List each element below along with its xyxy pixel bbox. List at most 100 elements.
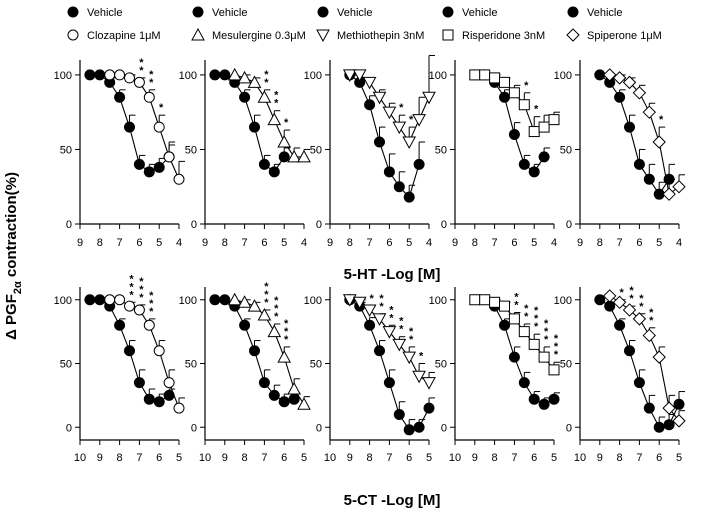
data-point [104, 294, 116, 306]
data-point [257, 90, 272, 103]
x-tick-label: 5 [531, 237, 537, 249]
x-tick-label: 6 [636, 237, 642, 249]
data-point [518, 99, 530, 111]
x-tick-label: 9 [327, 237, 333, 249]
data-point [239, 91, 251, 103]
series-vehicle [594, 69, 676, 200]
series-drug: ************* [469, 292, 560, 376]
x-tick-label: 8 [472, 237, 478, 249]
legend-marker-vehicle [567, 6, 579, 18]
data-point [267, 324, 282, 338]
data-point [528, 166, 540, 178]
data-point [403, 424, 415, 436]
significance-star: * [274, 98, 279, 110]
significance-star: * [264, 297, 269, 309]
x-tick-label: 4 [551, 237, 557, 249]
y-tick-label: 50 [310, 359, 322, 371]
significance-star: * [524, 303, 529, 315]
x-tick-label: 6 [136, 237, 142, 249]
x-tick-label: 7 [492, 237, 498, 249]
data-point [528, 338, 540, 350]
data-point [114, 69, 126, 81]
x-tick-label: 7 [511, 452, 517, 464]
data-point [104, 69, 116, 81]
x-tick-label: 6 [656, 452, 662, 464]
significance-star: * [369, 293, 374, 305]
series-line [234, 74, 304, 158]
data-point [672, 180, 686, 194]
legend-label-drug: Risperidone 3nM [462, 30, 545, 42]
y-tick-label: 50 [185, 144, 197, 156]
data-point [508, 129, 520, 141]
data-point [247, 299, 262, 312]
x-tick-label: 5 [301, 452, 307, 464]
significance-star: * [409, 334, 414, 346]
legend-label-vehicle: Vehicle [212, 7, 247, 19]
x-tick-label: 4 [426, 237, 432, 249]
data-point [342, 69, 357, 82]
data-point [413, 158, 425, 170]
y-tick-label: 100 [554, 295, 572, 307]
data-point [342, 294, 357, 307]
y-tick-label: 50 [185, 359, 197, 371]
x-tick-label: 7 [367, 237, 373, 249]
significance-star: * [139, 65, 144, 77]
data-point [594, 294, 606, 306]
x-tick-label: 9 [97, 452, 103, 464]
significance-mark: *** [129, 273, 134, 301]
data-point [209, 69, 221, 81]
x-tick-label: 8 [222, 237, 228, 249]
data-point [622, 75, 637, 90]
data-point [403, 191, 415, 203]
legend-label-drug: Spiperone 1μM [587, 30, 662, 42]
data-point [94, 294, 106, 306]
x-tick-label: 9 [202, 237, 208, 249]
significance-star: * [149, 77, 154, 89]
significance-star: * [419, 351, 424, 363]
significance-star: * [524, 311, 529, 323]
data-point [257, 308, 272, 321]
x-tick-label: 10 [74, 452, 86, 464]
significance-star: * [629, 293, 634, 305]
significance-star: * [534, 305, 539, 317]
x-tick-label: 9 [77, 237, 83, 249]
significance-mark: *** [149, 290, 154, 318]
data-point [362, 76, 377, 90]
significance-mark: ** [649, 307, 654, 327]
data-point [268, 166, 280, 178]
data-point [163, 151, 175, 163]
data-point [277, 134, 292, 148]
y-tick-label: 100 [179, 295, 197, 307]
significance-star: * [534, 321, 539, 333]
significance-star: * [159, 102, 164, 114]
y-axis-label-main: Δ PGF [3, 294, 20, 340]
legend-1: Vehicle Mesulergine 0.3μM [191, 6, 306, 42]
significance-mark: ** [139, 57, 144, 77]
x-tick-label: 5 [426, 452, 432, 464]
data-point [469, 294, 481, 306]
data-point [422, 91, 436, 105]
data-point [538, 121, 550, 133]
data-point [624, 121, 635, 133]
legend-label-drug: Mesulergine 0.3μM [212, 30, 306, 42]
y-tick-label: 100 [54, 295, 72, 307]
data-point [652, 135, 666, 149]
data-point [372, 91, 387, 105]
y-tick-label: 50 [435, 359, 447, 371]
data-point [352, 69, 367, 82]
data-point [518, 326, 530, 338]
series-drug: * [602, 68, 686, 201]
data-point [652, 350, 666, 364]
series-drug: ** [342, 55, 436, 150]
data-point [372, 313, 387, 326]
legend-marker-drug [316, 29, 330, 43]
data-point [239, 319, 251, 331]
x-tick-label: 5 [676, 452, 682, 464]
data-point [297, 149, 311, 163]
x-tick-label: 10 [449, 452, 461, 464]
significance-mark: * [409, 114, 414, 126]
data-point [412, 114, 426, 127]
